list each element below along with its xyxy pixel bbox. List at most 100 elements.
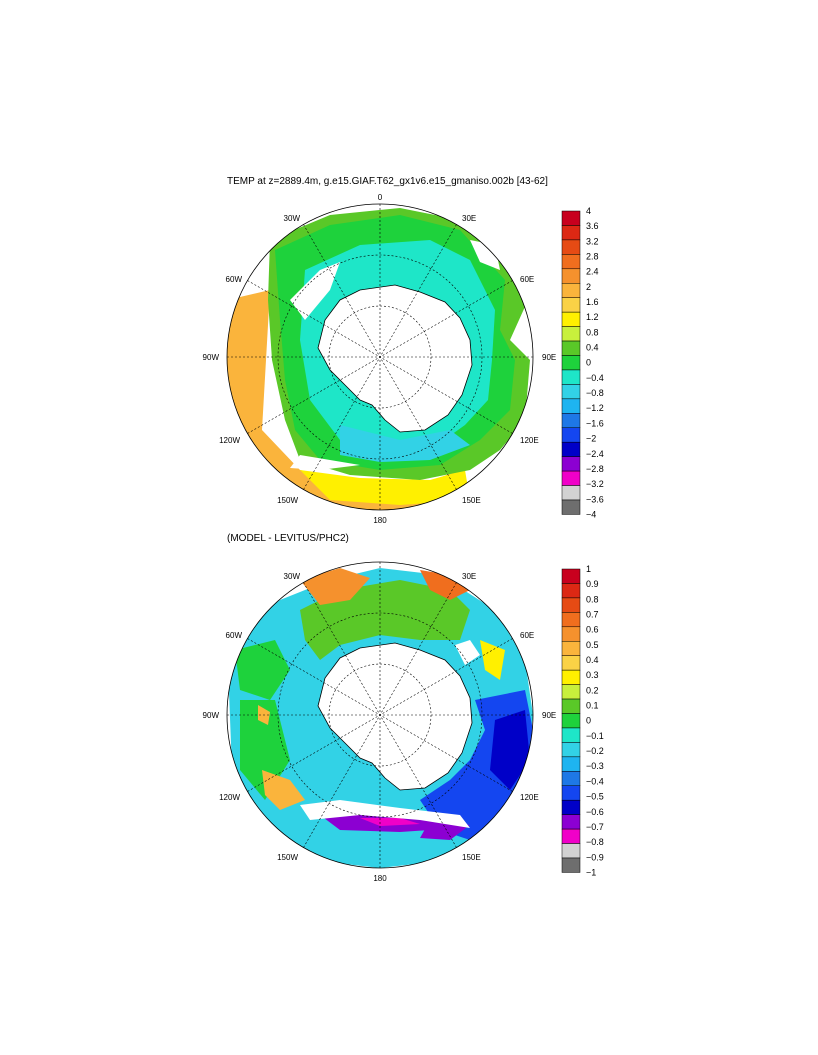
colorbar-tick-label: −0.3 (586, 761, 604, 771)
colorbar-tick-label: −0.2 (586, 746, 604, 756)
lon-label: 150W (277, 496, 298, 505)
lon-label: 90W (203, 353, 220, 362)
colorbar-tick-label: 3.6 (586, 221, 599, 231)
colorbar-swatch (561, 326, 581, 342)
colorbar-tick-label: −1.6 (586, 418, 604, 428)
colorbar-tick-label: 1 (586, 564, 591, 574)
colorbar-swatch (561, 470, 581, 486)
lon-label: 150E (462, 496, 481, 505)
colorbar-swatch (561, 456, 581, 472)
lon-label: 90W (203, 711, 220, 720)
colorbar-swatch (561, 771, 581, 786)
lon-label: 120W (219, 436, 240, 445)
lon-label: 0 (378, 193, 383, 202)
graticule-top (227, 204, 533, 510)
lon-label: 180 (373, 874, 387, 883)
colorbar-tick-label: −2.8 (586, 464, 604, 474)
colorbar-swatch (561, 583, 581, 599)
lon-label: 150W (277, 853, 298, 862)
lon-label: 120E (520, 793, 539, 802)
colorbar-swatch (561, 268, 581, 284)
colorbar-tick-label: −2.4 (586, 449, 604, 459)
colorbar-swatch (561, 727, 581, 743)
colorbar-swatch (561, 254, 581, 270)
colorbar-tick-label: 1.6 (586, 297, 599, 307)
lon-label: 30E (462, 214, 476, 223)
colorbar-tick-label: 0.8 (586, 327, 599, 337)
colorbar-swatch (561, 297, 581, 313)
colorbar-tick-label: −4 (586, 509, 596, 519)
longitude-labels-bottom: 30E 60E 90E 120E 150E 180 150W 120W 90W … (203, 572, 557, 883)
colorbar-swatch (561, 814, 581, 830)
colorbar-tick-label: 0.9 (586, 579, 599, 589)
colorbar-swatch (561, 828, 581, 844)
panel-difference: (MODEL - LEVITUS/PHC2) (203, 533, 604, 883)
lon-label: 90E (542, 353, 556, 362)
colorbar-swatch (561, 384, 581, 400)
colorbar-tick-label: 0 (586, 358, 591, 368)
colorbar-swatch (561, 427, 581, 443)
colorbar-swatch (561, 612, 581, 628)
colorbar-tick-label: 2.8 (586, 252, 599, 262)
lon-label: 150E (462, 853, 481, 862)
colorbar-temperature: 4 3.6 3.2 2.8 2.4 2 1.6 1.2 0.8 0.4 0 −0.4 −0.8 −1.2 −… (561, 206, 604, 519)
colorbar-swatch (561, 684, 581, 700)
colorbar-swatch (561, 641, 581, 656)
colorbar-tick-label: −1 (586, 867, 596, 877)
colorbar-tick-label: 1.2 (586, 312, 599, 322)
colorbar-swatch (561, 669, 581, 685)
colorbar-tick-label: 0.6 (586, 625, 599, 635)
colorbar-swatch (561, 626, 581, 642)
colorbar-swatch (561, 857, 581, 873)
lon-label: 60W (226, 631, 243, 640)
colorbar-tick-label: −3.2 (586, 479, 604, 489)
lon-label: 60E (520, 631, 534, 640)
colorbar-tick-label: 0.3 (586, 670, 599, 680)
panel-title: TEMP at z=2889.4m, g.e15.GIAF.T62_gx1v6.… (227, 176, 548, 187)
graticule-bottom (227, 562, 533, 868)
colorbar-swatch (561, 756, 581, 772)
lon-label: 180 (373, 516, 387, 525)
colorbar-swatch (561, 597, 581, 613)
colorbar-tick-label: 2.4 (586, 267, 599, 277)
colorbar-tick-label: 0.5 (586, 640, 599, 650)
colorbar-tick-label: −0.8 (586, 388, 604, 398)
colorbar-tick-label: −0.7 (586, 822, 604, 832)
colorbar-tick-label: −0.4 (586, 373, 604, 383)
lon-label: 60W (226, 275, 243, 284)
colorbar-swatch (561, 843, 581, 859)
colorbar-swatch (561, 283, 581, 298)
colorbar-swatch (561, 655, 581, 671)
colorbar-swatch (561, 369, 581, 385)
colorbar-tick-label: −0.9 (586, 852, 604, 862)
colorbar-tick-label: −0.1 (586, 731, 604, 741)
lon-label: 60E (520, 275, 534, 284)
lon-label: 120W (219, 793, 240, 802)
antarctica-landmass (317, 642, 473, 791)
panel-title: (MODEL - LEVITUS/PHC2) (227, 533, 349, 544)
colorbar-tick-label: −0.5 (586, 792, 604, 802)
colorbar-swatch (561, 225, 581, 241)
colorbar-tick-label: 0.2 (586, 685, 599, 695)
antarctica-landmass (317, 284, 473, 433)
colorbar-swatch (561, 499, 581, 515)
colorbar-tick-label: 0.7 (586, 610, 599, 620)
longitude-labels-top: 0 30E 60E 90E 120E 150E 180 150W 120W 90… (203, 193, 557, 525)
colorbar-tick-label: 0.4 (586, 655, 599, 665)
colorbar-swatch (561, 239, 581, 255)
lon-label: 120E (520, 436, 539, 445)
polar-map-bottom (226, 561, 534, 869)
colorbar-tick-label: 0.1 (586, 701, 599, 711)
colorbar-swatch (561, 785, 581, 801)
colorbar-swatch (561, 311, 581, 327)
polar-map-top (226, 203, 534, 511)
lon-label: 90E (542, 711, 556, 720)
lon-label: 30E (462, 572, 476, 581)
colorbar-tick-label: 0.8 (586, 594, 599, 604)
colorbar-swatch (561, 485, 581, 501)
lon-label: 30W (284, 572, 301, 581)
colorbar-swatch (561, 568, 581, 584)
colorbar-swatch (561, 355, 581, 371)
colorbar-swatch (561, 413, 581, 428)
